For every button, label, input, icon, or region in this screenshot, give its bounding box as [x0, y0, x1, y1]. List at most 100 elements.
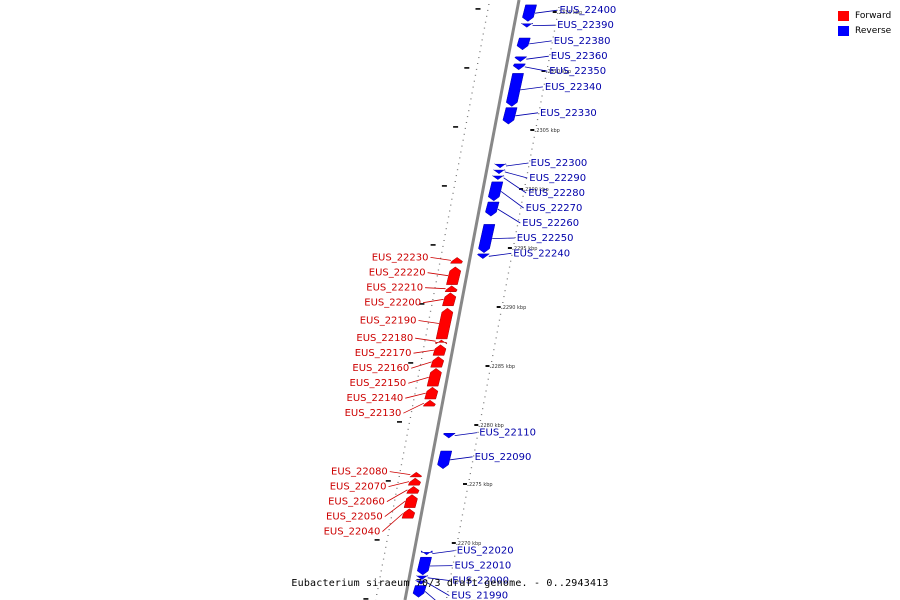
kb-dash	[475, 8, 481, 10]
gene-glyph[interactable]	[435, 339, 448, 345]
gene-glyph[interactable]	[442, 433, 456, 439]
kb-dot	[405, 440, 407, 442]
scale-tick-label: 2275 kbp	[469, 482, 493, 488]
gene-glyph[interactable]	[435, 307, 454, 340]
gene-glyph[interactable]	[417, 556, 432, 576]
gene-glyph[interactable]	[430, 356, 445, 368]
gene-label[interactable]: EUS_22230	[372, 252, 429, 263]
gene-label[interactable]: EUS_22330	[540, 108, 597, 119]
gene-glyph[interactable]	[442, 292, 457, 307]
gene-label[interactable]: EUS_22300	[531, 158, 588, 169]
gene-glyph[interactable]	[415, 579, 428, 585]
kb-dot	[473, 80, 475, 82]
gene-glyph[interactable]	[492, 175, 506, 180]
gene-label[interactable]: EUS_22260	[522, 218, 579, 229]
kb-dot	[440, 257, 442, 259]
gene-glyph[interactable]	[406, 486, 420, 494]
gene-glyph[interactable]	[521, 22, 534, 28]
kb-dot	[515, 231, 517, 233]
gene-glyph[interactable]	[420, 550, 433, 556]
gene-glyph[interactable]	[502, 107, 518, 125]
gene-label[interactable]: EUS_22080	[331, 467, 388, 478]
gene-label[interactable]: EUS_22360	[551, 51, 608, 62]
gene-glyph[interactable]	[478, 224, 496, 254]
gene-label[interactable]: EUS_22190	[360, 316, 417, 327]
kb-dot	[385, 546, 387, 548]
gene-label[interactable]: EUS_22050	[326, 512, 383, 523]
kb-dot	[483, 27, 486, 29]
gene-glyph[interactable]	[512, 63, 526, 71]
kb-dot	[445, 228, 447, 230]
gene-label[interactable]: EUS_22390	[557, 20, 614, 31]
scale-tick-label: 2310 kbp	[548, 69, 572, 75]
gene-label[interactable]: EUS_22210	[366, 283, 423, 294]
gene-label[interactable]: EUS_22170	[355, 348, 412, 359]
gene-label[interactable]: EUS_22220	[369, 268, 426, 279]
gene-glyph[interactable]	[403, 494, 418, 508]
gene-label[interactable]: EUS_22070	[330, 482, 387, 493]
gene-label[interactable]: EUS_22090	[475, 452, 532, 463]
gene-label[interactable]: EUS_22290	[529, 173, 586, 184]
kb-dot	[511, 254, 513, 256]
gene-label[interactable]: EUS_22200	[364, 298, 421, 309]
gene-glyph[interactable]	[522, 4, 537, 22]
gene-glyph[interactable]	[437, 450, 453, 470]
gene-glyph[interactable]	[485, 201, 500, 217]
kb-dot	[397, 481, 399, 483]
gene-glyph[interactable]	[450, 257, 463, 264]
label-leader	[529, 40, 552, 45]
gene-glyph[interactable]	[493, 169, 507, 175]
gene-glyph[interactable]	[424, 386, 439, 400]
gene-label[interactable]: EUS_22150	[350, 378, 407, 389]
kb-dot	[535, 125, 538, 126]
gene-glyph[interactable]	[446, 266, 462, 285]
gene-glyph[interactable]	[432, 344, 447, 356]
kb-dot	[472, 86, 474, 88]
gene-label[interactable]: EUS_22020	[457, 546, 514, 557]
gene-label[interactable]: EUS_22250	[517, 233, 574, 244]
gene-glyph[interactable]	[494, 163, 508, 169]
gene-glyph[interactable]	[407, 477, 422, 486]
gene-glyph[interactable]	[506, 73, 524, 107]
kb-dot	[504, 290, 506, 292]
gene-label[interactable]: EUS_22000	[452, 576, 509, 587]
gene-label[interactable]: EUS_22270	[526, 203, 583, 214]
gene-glyph[interactable]	[416, 575, 430, 580]
gene-label[interactable]: EUS_22140	[347, 393, 404, 404]
gene-glyph[interactable]	[426, 368, 442, 387]
kb-dot	[486, 384, 488, 386]
gene-label[interactable]: EUS_22340	[545, 82, 602, 93]
gene-glyph[interactable]	[401, 508, 416, 519]
gene-label[interactable]: EUS_22160	[352, 363, 409, 374]
kb-dot	[464, 127, 466, 129]
label-leader	[386, 489, 408, 502]
gene-glyph[interactable]	[516, 37, 531, 51]
gene-label[interactable]: EUS_21990	[451, 591, 508, 600]
gene-label[interactable]: EUS_22040	[324, 527, 381, 538]
kb-dot	[426, 328, 428, 330]
kb-dot	[479, 420, 482, 421]
gene-label[interactable]: EUS_22280	[528, 188, 585, 199]
kb-dot	[465, 122, 468, 123]
genome-axis-line	[403, 0, 521, 600]
gene-label[interactable]: EUS_22060	[328, 497, 385, 508]
gene-glyph[interactable]	[409, 471, 423, 478]
gene-label[interactable]: EUS_22240	[513, 248, 570, 259]
gene-glyph[interactable]	[488, 181, 504, 202]
gene-label[interactable]: EUS_22110	[479, 428, 536, 439]
kb-dot	[461, 514, 464, 516]
gene-glyph[interactable]	[514, 56, 528, 62]
gene-label[interactable]: EUS_22350	[549, 66, 606, 77]
gene-label[interactable]: EUS_22400	[560, 5, 617, 16]
gene-glyph[interactable]	[422, 399, 436, 407]
gene-glyph[interactable]	[444, 285, 458, 292]
kb-dot	[485, 390, 487, 392]
gene-label[interactable]: EUS_22130	[345, 408, 402, 419]
gene-glyph[interactable]	[476, 253, 491, 259]
gene-label[interactable]: EUS_22380	[554, 36, 611, 47]
label-leaders	[382, 9, 558, 600]
gene-glyph[interactable]	[412, 585, 427, 598]
kb-dot	[377, 588, 379, 590]
gene-label[interactable]: EUS_22180	[356, 333, 413, 344]
gene-label[interactable]: EUS_22010	[455, 561, 512, 572]
